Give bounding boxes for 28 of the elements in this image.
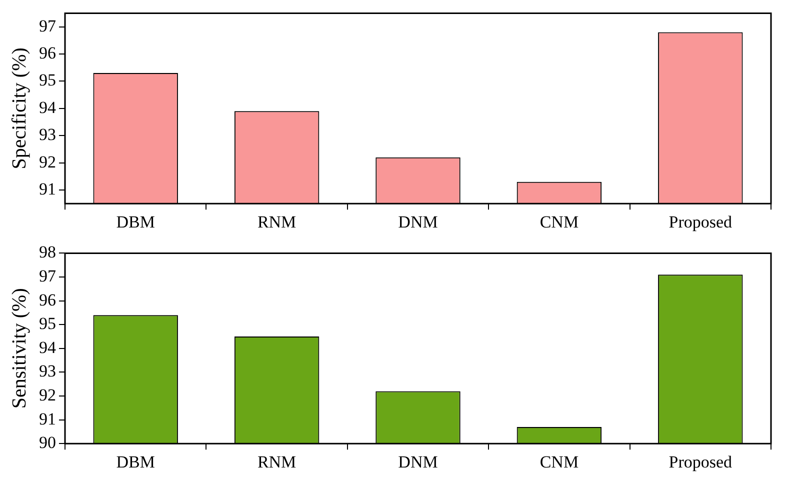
y-tick-label: 91 [39, 179, 56, 198]
x-tick-label: RNM [257, 212, 296, 232]
x-tick-label: CNM [540, 452, 579, 472]
x-tick-label: DBM [116, 212, 155, 232]
x-tick-label: Proposed [668, 212, 733, 232]
x-tick-label: CNM [540, 212, 579, 232]
y-tick-label: 92 [39, 152, 56, 172]
y-axis-title: Specificity (%) [8, 48, 30, 170]
x-tick-label: DBM [116, 452, 155, 472]
x-tick-label: RNM [257, 452, 296, 472]
y-tick-label: 95 [39, 70, 56, 90]
y-tick-label: 95 [39, 314, 56, 334]
y-axis-title: Sensitivity (%) [8, 288, 30, 409]
x-tick-label: DNM [398, 212, 438, 232]
y-tick-label: 94 [39, 98, 56, 117]
x-tick-label: DNM [398, 452, 438, 472]
y-tick-label: 90 [39, 433, 56, 452]
y-tick-label: 92 [39, 385, 56, 404]
y-tick-label: 94 [39, 338, 56, 357]
x-tick-label: Proposed [668, 452, 733, 472]
y-tick-label: 97 [39, 16, 56, 36]
y-tick-label: 93 [39, 125, 56, 144]
y-tick-label: 93 [39, 362, 56, 381]
y-tick-label: 91 [39, 409, 56, 428]
y-tick-label: 97 [39, 266, 56, 286]
y-tick-label: 96 [39, 43, 56, 62]
y-tick-label: 96 [39, 290, 56, 310]
y-tick-label: 98 [39, 242, 56, 262]
